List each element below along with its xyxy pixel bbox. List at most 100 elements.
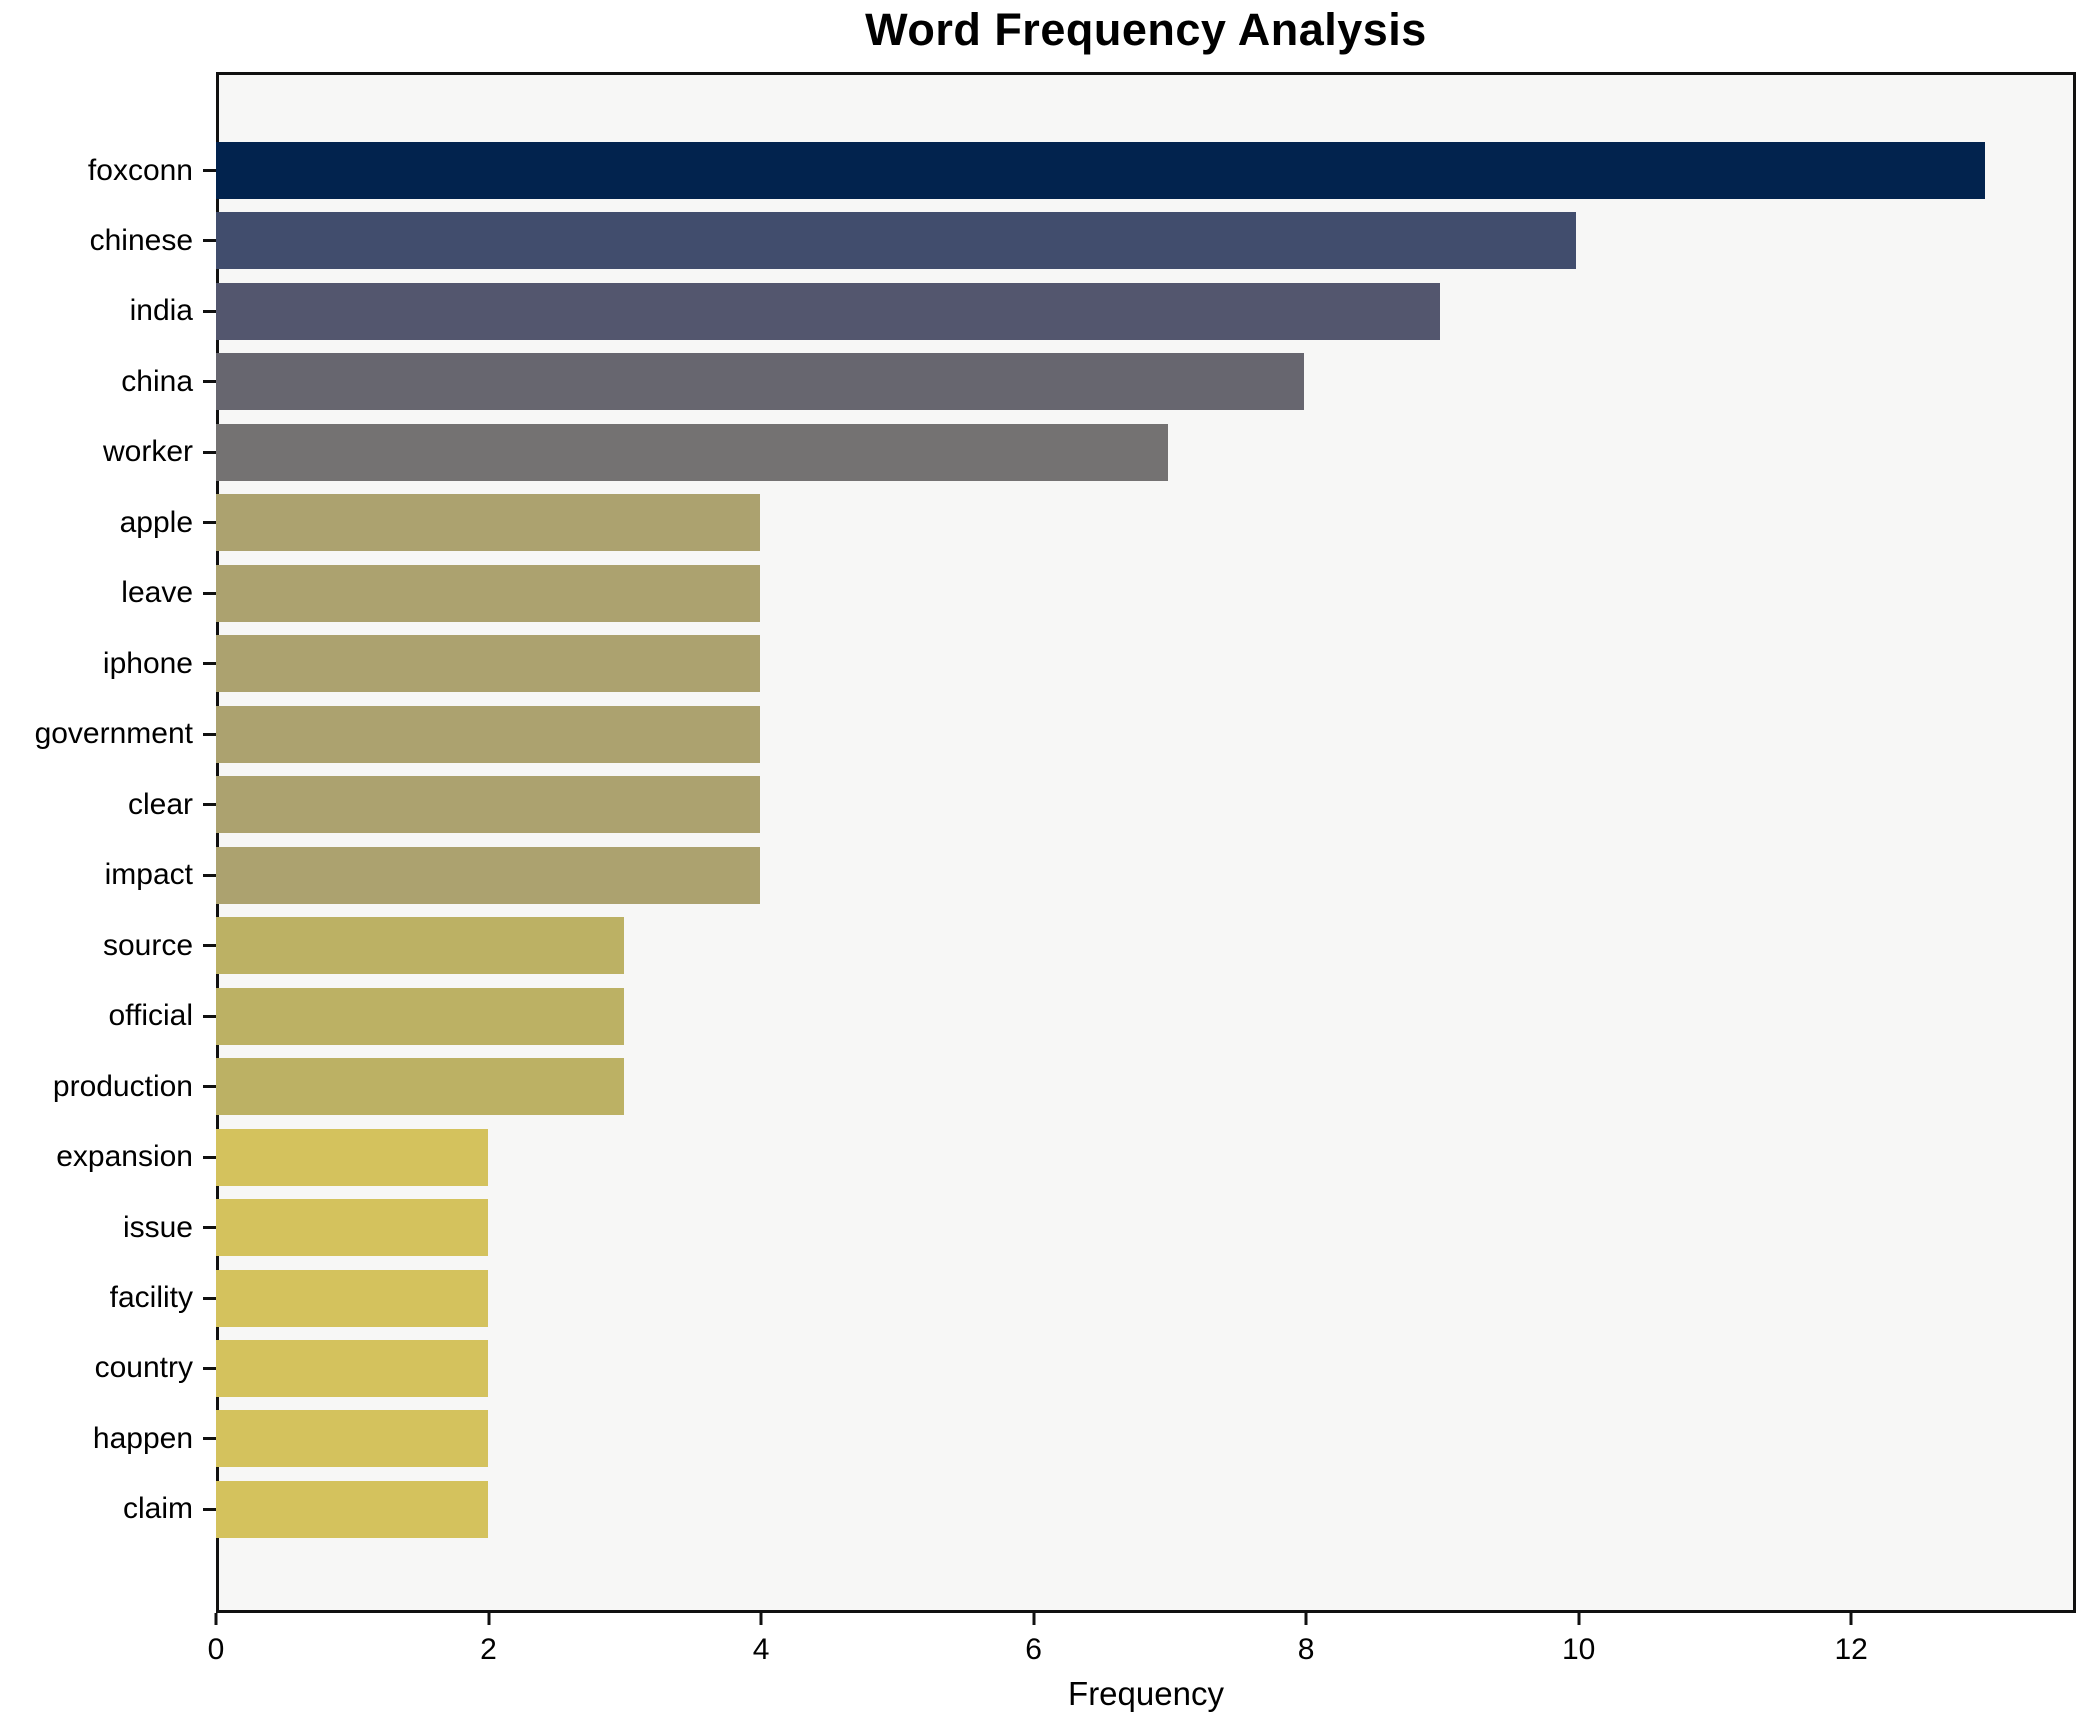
y-tick-mark [203,521,216,525]
y-tick-mark [203,239,216,243]
y-tick-mark [203,1437,216,1441]
y-tick-mark [203,1226,216,1230]
x-axis-label: Frequency [1068,1675,1224,1712]
bar-row: happen [0,1410,2073,1468]
y-tick-mark [203,380,216,384]
bar [216,1128,489,1186]
bar-track [216,987,2073,1045]
bar-track [216,494,2073,552]
y-tick-mark [203,662,216,666]
bar [216,282,1441,340]
x-tick-label: 8 [1297,1633,1315,1666]
bar [216,353,1305,411]
bar-row: leave [0,564,2073,622]
x-tick-label: 0 [207,1633,225,1666]
bar-rows: foxconn chinese india china worker apple leave… [0,142,2073,1538]
y-tick-label: expansion [56,1140,193,1174]
y-tick-label: iphone [102,646,193,680]
bar-row: apple [0,494,2073,552]
bar [216,1410,489,1468]
bar-track [216,353,2073,411]
y-tick-mark [203,1296,216,1300]
y-tick-mark [203,169,216,172]
bar-track [216,1128,2073,1186]
bar-row: official [0,987,2073,1045]
bar-track [216,635,2073,693]
bar-track [216,1480,2073,1538]
y-tick-label: india [129,294,193,328]
chart-title: Word Frequency Analysis [865,4,1427,55]
bar-row: iphone [0,635,2073,693]
bar-track [216,1410,2073,1468]
bar-track [216,1269,2073,1327]
bar-row: facility [0,1269,2073,1327]
y-tick-label: issue [122,1210,193,1244]
y-tick-label: facility [109,1281,193,1314]
bar [216,1480,489,1538]
y-tick-mark [203,732,216,736]
y-tick-mark [203,309,216,313]
y-tick-label: source [102,928,193,962]
bar [216,1269,489,1327]
bar-row: impact [0,846,2073,904]
y-tick-mark [203,1366,216,1370]
y-tick-mark [203,1507,216,1511]
x-tick-mark [759,1613,763,1625]
bar-row: worker [0,423,2073,481]
bar [216,564,761,622]
bar [216,1339,489,1397]
bar-row: chinese [0,212,2073,270]
y-tick-label: clear [127,787,193,821]
y-tick-mark [203,1085,216,1089]
bar-track [216,1199,2073,1257]
y-tick-mark [203,803,216,807]
x-tick-mark [487,1613,491,1625]
bar [216,1199,489,1257]
bar [216,494,761,552]
y-tick-label: foxconn [87,153,193,187]
bar [216,917,625,975]
y-tick-mark [203,1014,216,1018]
x-tick-mark [1849,1613,1853,1625]
bar [216,142,1985,199]
x-tick-label: 12 [1834,1633,1868,1666]
bar [216,776,761,834]
bar [216,846,761,904]
bar-track [216,423,2073,481]
bar-row: government [0,705,2073,763]
bar-row: clear [0,776,2073,834]
x-tick-mark [214,1613,218,1625]
bar [216,1058,625,1116]
bar-row: production [0,1058,2073,1116]
bar-row: issue [0,1199,2073,1257]
y-tick-mark [203,873,216,877]
y-tick-label: production [52,1069,193,1103]
bar-track [216,564,2073,622]
bar-track [216,1339,2073,1397]
bar-track [216,917,2073,975]
y-tick-label: china [121,364,193,398]
x-tick-mark [1304,1613,1308,1625]
y-tick-mark [203,1155,216,1159]
y-tick-mark [203,591,216,595]
x-tick-label: 6 [1025,1633,1042,1666]
x-axis: Frequency 0 2 4 6 8 10 12 [208,1613,2076,1722]
bar-track [216,142,2073,199]
y-tick-label: chinese [89,223,193,257]
y-tick-label: claim [122,1492,193,1526]
y-tick-label: apple [119,505,193,539]
y-tick-label: leave [121,576,193,610]
bar-row: foxconn [0,142,2073,199]
bar-track [216,846,2073,904]
bar-track [216,212,2073,270]
bar [216,212,1577,270]
bar-row: country [0,1339,2073,1397]
bar-track [216,282,2073,340]
bar-row: expansion [0,1128,2073,1186]
x-tick-label: 10 [1561,1633,1596,1666]
bar-row: india [0,282,2073,340]
bar-track [216,705,2073,763]
x-tick-mark [1577,1613,1581,1625]
bar-row: source [0,917,2073,975]
